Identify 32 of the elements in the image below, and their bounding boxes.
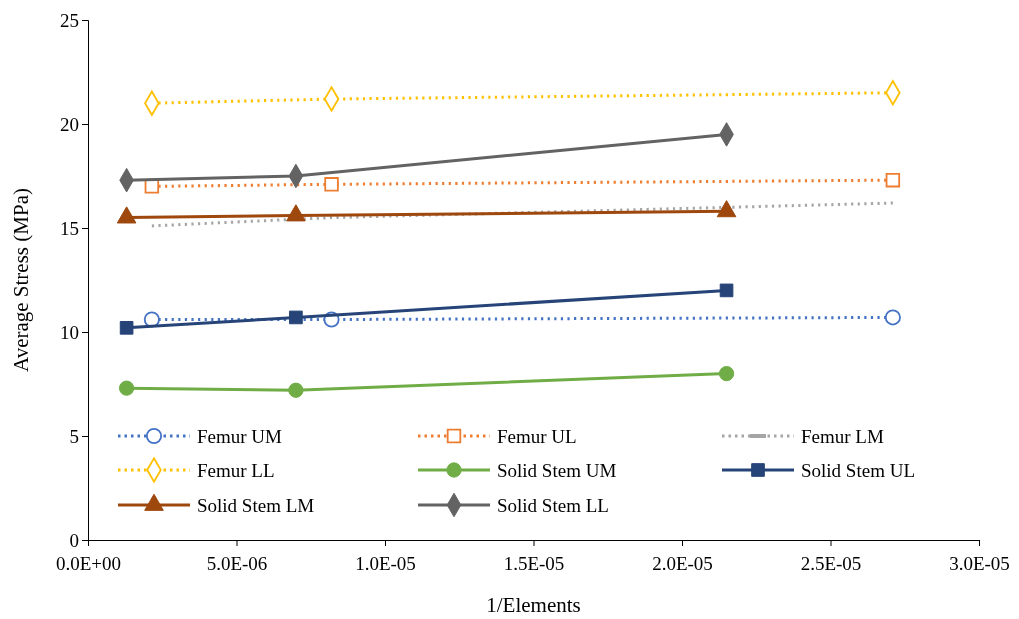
y-tick-label: 5 [69,425,79,447]
y-tick-label: 25 [60,9,79,31]
y-tick-label: 15 [60,217,79,239]
x-axis-title: 1/Elements [486,593,581,617]
legend-label: Femur UL [497,426,577,447]
legend-label: Solid Stem UL [801,460,916,481]
point [885,172,901,188]
y-tick-label: 10 [60,321,79,343]
x-tick-label: 1.0E-05 [355,552,416,574]
x-tick-label: 3.0E-05 [949,552,1010,574]
point [288,382,304,398]
x-tick-label: 0.0E+00 [55,552,122,574]
x-tick-label: 2.5E-05 [800,552,862,574]
legend-label: Solid Stem UM [497,460,617,481]
legend-label: Femur UM [197,426,283,447]
x-tick-label: 1.5E-05 [503,552,565,574]
y-axis-title: Average Stress (MPa) [9,188,33,372]
legend-label: Solid Stem LL [497,495,609,516]
point [884,309,901,326]
y-tick-label: 0 [69,529,79,551]
point [289,310,303,325]
point [119,321,134,335]
legend-label: Femur LM [801,426,884,447]
legend-label: Femur LL [197,460,275,481]
point [719,283,734,298]
x-tick-label: 2.0E-05 [652,552,713,574]
y-tick-label: 20 [60,113,79,135]
point [324,177,339,192]
point [718,365,735,382]
point [118,380,135,396]
x-tick-label: 5.0E-06 [206,552,268,574]
legend-label: Solid Stem LM [197,495,315,516]
